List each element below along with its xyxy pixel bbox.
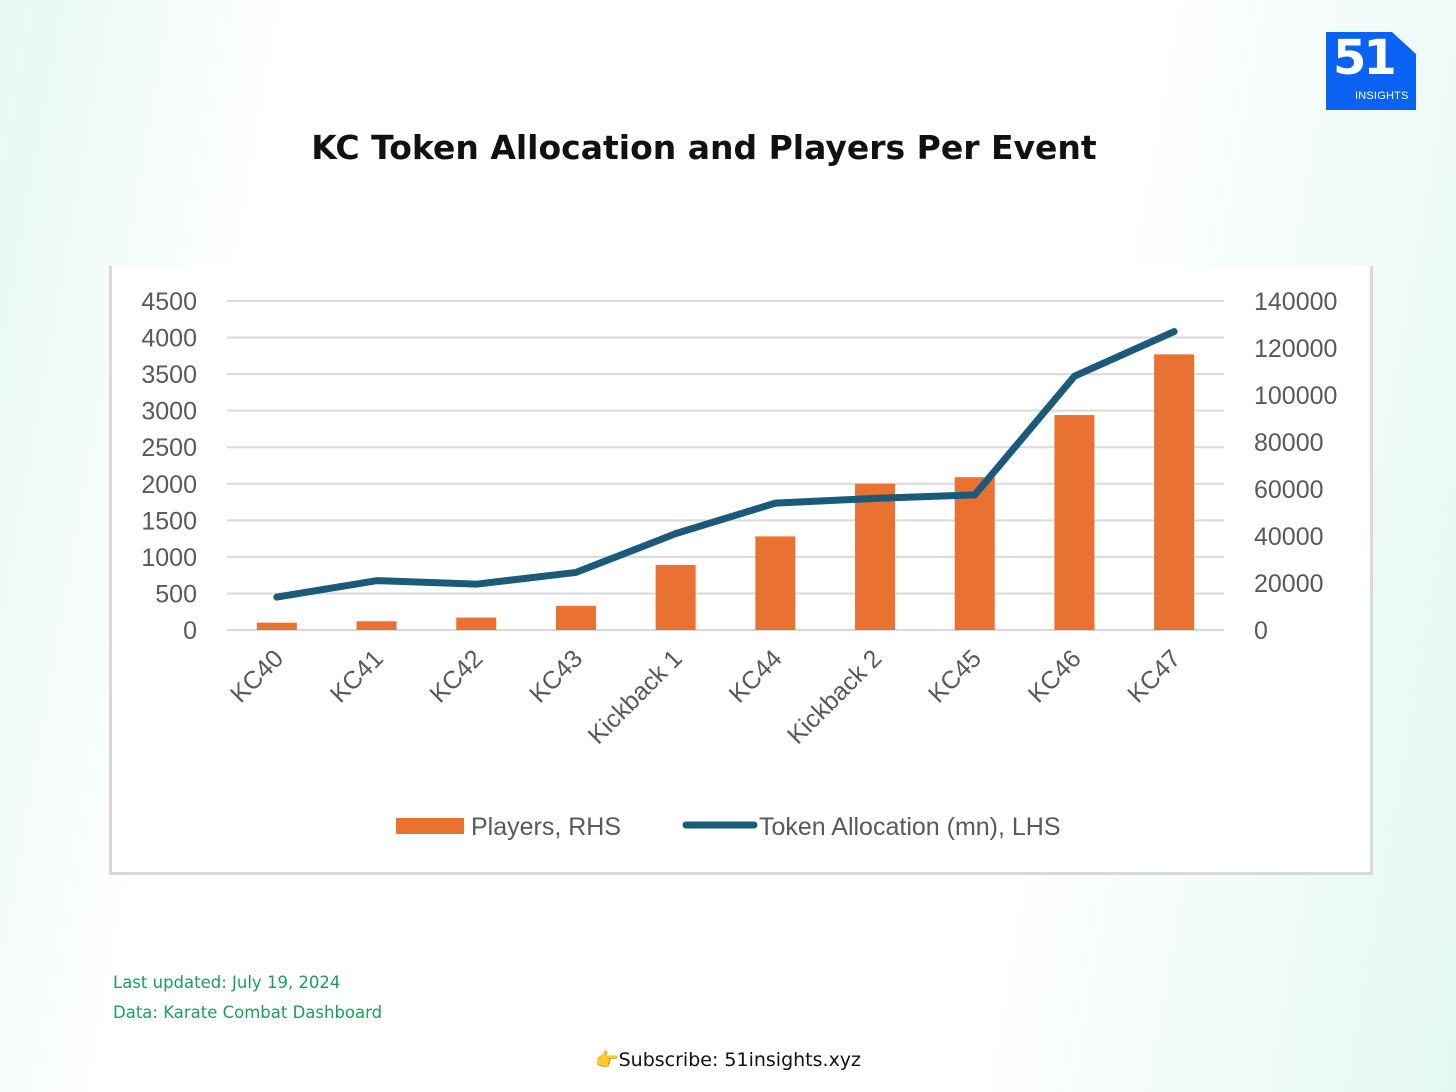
x-category-label: KC42: [424, 644, 488, 708]
bar-players: [356, 621, 397, 630]
y-right-tick-label: 0: [1254, 617, 1268, 645]
logo-badge: [1326, 32, 1416, 110]
x-category-label: KC47: [1122, 644, 1186, 708]
last-updated: Last updated: July 19, 2024: [113, 973, 341, 992]
bar-players: [456, 617, 497, 630]
logo-number: 51: [1333, 30, 1397, 86]
data-source: Data: Karate Combat Dashboard: [113, 1003, 383, 1022]
y-left-tick-label: 0: [183, 617, 197, 645]
x-category-label: Kickback 1: [583, 644, 688, 749]
bar-players: [256, 622, 297, 630]
y-left-tick-label: 4500: [141, 288, 197, 316]
y-right-tick-label: 100000: [1254, 382, 1337, 410]
y-left-tick-label: 2000: [141, 471, 197, 499]
x-category-label: KC40: [225, 644, 289, 708]
x-category-label: Kickback 2: [782, 644, 887, 749]
y-right-tick-label: 140000: [1254, 288, 1337, 316]
y-right-tick-label: 60000: [1254, 476, 1324, 504]
y-left-tick-label: 2500: [141, 434, 197, 462]
y-right-tick-label: 20000: [1254, 570, 1324, 598]
legend-swatch-players: [396, 818, 464, 834]
y-left-tick-label: 1500: [141, 507, 197, 535]
y-right-tick-label: 120000: [1254, 335, 1337, 363]
bar-players: [1054, 415, 1095, 630]
bar-players: [954, 477, 995, 630]
legend-label-token: Token Allocation (mn), LHS: [759, 813, 1061, 841]
bar-players: [1154, 354, 1195, 630]
chart-title: KC Token Allocation and Players Per Even…: [311, 128, 1097, 167]
bar-players: [555, 605, 596, 630]
logo-shape: [1326, 32, 1416, 110]
y-left-tick-label: 4000: [141, 325, 197, 353]
y-right-tick-label: 40000: [1254, 523, 1324, 551]
y-left-tick-label: 1000: [141, 544, 197, 572]
bar-players: [855, 483, 896, 630]
x-category-label: KC41: [325, 644, 389, 708]
bar-players: [755, 536, 796, 630]
legend-label-players: Players, RHS: [471, 813, 621, 841]
y-left-tick-label: 3000: [141, 398, 197, 426]
subscribe-link[interactable]: 👉Subscribe: 51insights.xyz: [594, 1049, 862, 1071]
logo-text: INSIGHTS: [1355, 90, 1409, 102]
y-right-tick-label: 80000: [1254, 429, 1324, 457]
chart: 4500 4000 3500 3000 2500 2000 1500 1000 500 0 1400…: [141, 288, 1337, 841]
x-category-label: KC44: [724, 644, 788, 708]
x-category-label: KC46: [1023, 644, 1087, 708]
y-left-tick-label: 3500: [141, 361, 197, 389]
x-category-label: KC45: [923, 644, 987, 708]
y-left-tick-label: 500: [155, 580, 197, 608]
x-category-label: KC43: [524, 644, 588, 708]
bar-players: [655, 564, 696, 630]
line-token-allocation: [273, 328, 1178, 601]
